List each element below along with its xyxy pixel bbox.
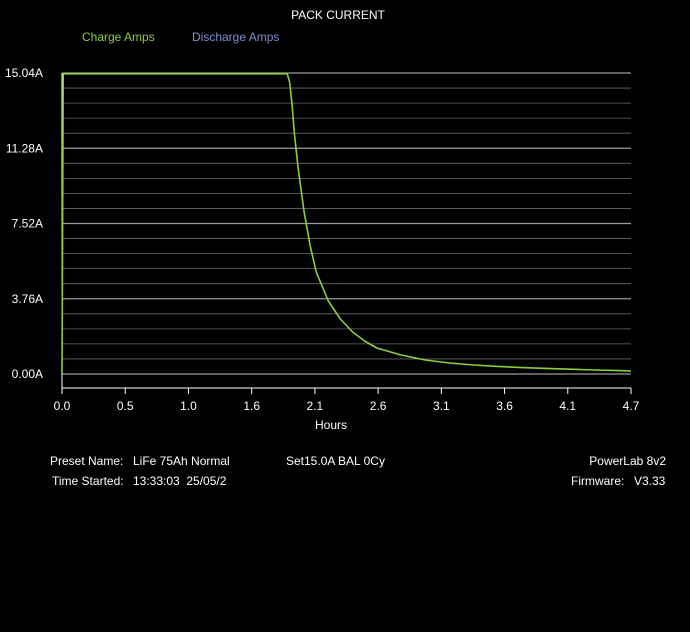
y-tick-label: 11.28A (6, 141, 43, 155)
y-tick-label: 7.52A (12, 217, 43, 231)
series-lines (61, 73, 632, 375)
chart-title: PACK CURRENT (291, 8, 385, 22)
x-tick-label: 0.5 (117, 399, 134, 413)
y-tick-label: 0.00A (12, 367, 43, 381)
x-tick-label: 1.0 (180, 399, 197, 413)
y-tick-label: 3.76A (12, 292, 43, 306)
x-tick-label: 3.1 (433, 399, 450, 413)
time-started-value: 13:33:03 25/05/2 (133, 474, 227, 488)
x-tick-label: 1.6 (243, 399, 260, 413)
x-tick-label: 4.7 (623, 399, 640, 413)
grid-lines (62, 72, 631, 375)
preset-name-label: Preset Name: (50, 454, 124, 468)
legend-charge-amps: Charge Amps (82, 30, 155, 44)
x-axis-label: Hours (315, 418, 347, 432)
firmware-value: V3.33 (634, 474, 666, 488)
x-tick-label: 4.1 (559, 399, 576, 413)
time-started-label: Time Started: (52, 474, 124, 488)
x-tick-label: 0.0 (54, 399, 71, 413)
series-line-charge-amps (61, 73, 632, 375)
pack-current-chart: PACK CURRENT Charge Amps Discharge Amps … (5, 8, 640, 432)
x-tick-label: 3.6 (496, 399, 513, 413)
x-tick-label: 2.1 (307, 399, 324, 413)
set-params: Set15.0A BAL 0Cy (286, 454, 385, 468)
y-tick-label: 15.04A (5, 66, 43, 80)
preset-name-value: LiFe 75Ah Normal (133, 454, 230, 468)
device-name: PowerLab 8v2 (589, 454, 666, 468)
firmware-label: Firmware: (571, 474, 625, 488)
x-tick-label: 2.6 (370, 399, 387, 413)
legend-discharge-amps: Discharge Amps (192, 30, 279, 44)
